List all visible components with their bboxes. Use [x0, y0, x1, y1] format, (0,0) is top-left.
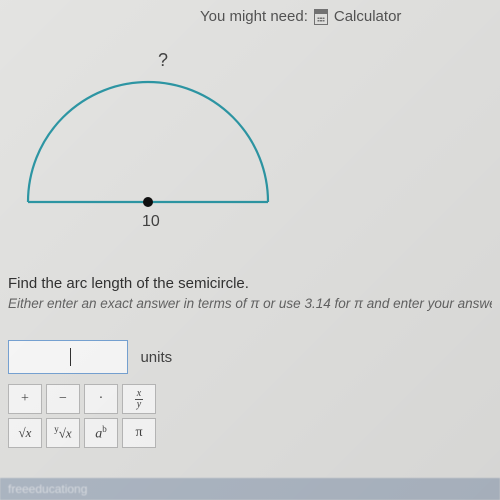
hint-tool-link[interactable]: Calculator	[334, 8, 402, 25]
key-nth-root[interactable]: y√x	[46, 418, 80, 448]
pi-symbol: π	[354, 296, 363, 311]
units-label: units	[140, 349, 172, 366]
key-dot[interactable]: ·	[84, 384, 118, 414]
hint-bar: You might need: Calculator	[200, 8, 401, 25]
watermark-strip: freeeducationg	[0, 478, 500, 500]
semicircle-arc	[28, 82, 268, 202]
unknown-label: ?	[158, 50, 168, 71]
key-power[interactable]: ab	[84, 418, 118, 448]
text-cursor	[70, 348, 71, 366]
key-label: +	[21, 391, 29, 407]
key-plus[interactable]: +	[8, 384, 42, 414]
answer-input[interactable]	[8, 340, 128, 374]
fraction-num: x	[135, 389, 143, 400]
prompt-value: 3.14	[304, 296, 330, 311]
radius-label: 10	[142, 213, 160, 231]
center-dot	[143, 197, 153, 207]
semicircle-svg	[8, 42, 288, 232]
prompt-line-1: Find the arc length of the semicircle.	[8, 275, 492, 292]
key-label: y√x	[54, 424, 71, 441]
semicircle-figure	[8, 42, 288, 232]
key-label: ·	[99, 391, 104, 407]
fraction-icon: x y	[135, 389, 143, 410]
calculator-icon	[314, 9, 328, 25]
answer-area: units + − · x y √x y√x ab π	[8, 340, 172, 448]
key-fraction[interactable]: x y	[122, 384, 156, 414]
key-label: √x	[19, 425, 32, 441]
key-label: π	[135, 425, 142, 441]
watermark-text: freeeducationg	[8, 482, 87, 496]
prompt-frag: or use	[259, 296, 304, 311]
question-prompt: Find the arc length of the semicircle. E…	[8, 275, 492, 311]
prompt-frag: and enter your answer as a	[363, 296, 492, 311]
hint-prefix: You might need:	[200, 8, 308, 25]
keypad-row-2: √x y√x ab π	[8, 418, 172, 448]
fraction-den: y	[135, 400, 143, 410]
prompt-line-2: Either enter an exact answer in terms of…	[8, 296, 492, 311]
key-minus[interactable]: −	[46, 384, 80, 414]
math-keypad: + − · x y √x y√x ab π	[8, 384, 172, 448]
key-sqrt[interactable]: √x	[8, 418, 42, 448]
key-label: ab	[95, 424, 107, 443]
prompt-frag: Either enter an exact answer in terms of	[8, 296, 250, 311]
key-label: −	[59, 391, 67, 407]
prompt-frag: for	[331, 296, 354, 311]
keypad-row-1: + − · x y	[8, 384, 172, 414]
key-pi[interactable]: π	[122, 418, 156, 448]
